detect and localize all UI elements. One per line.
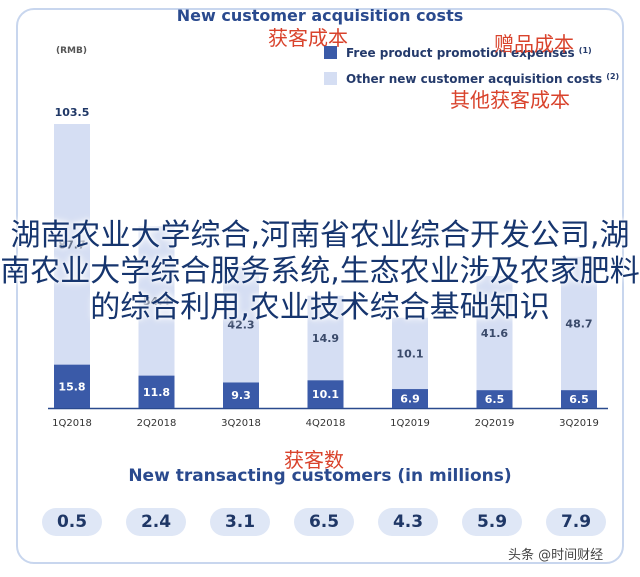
bar-free-promotion: [476, 390, 513, 408]
data-label-other-costs: 54.4: [143, 295, 170, 308]
data-label-other-costs: 41.6: [481, 327, 508, 340]
x-tick-label: 3Q2019: [559, 418, 599, 429]
customer-count-pill: 3.1: [210, 508, 270, 536]
customer-count-pill: 0.5: [42, 508, 102, 536]
bar-other-costs: [223, 266, 259, 383]
legend-label-other-costs: Other new customer acquisition costs (2): [346, 72, 620, 86]
chart-frame: [16, 8, 624, 564]
x-tick-label: 2Q2018: [137, 418, 177, 429]
customer-count-pill: 5.9: [462, 508, 522, 536]
data-label-other-costs: 48.7: [565, 317, 592, 330]
x-tick-label: 1Q2019: [390, 418, 430, 429]
overlay-text: 湖南农业大学综合,河南省农业综合开发公司,湖南农业大学综合服务系统,生态农业涉及…: [0, 218, 640, 325]
data-label-free-promotion: 6.9: [400, 393, 420, 406]
customer-count-pill: 4.3: [378, 508, 438, 536]
x-tick-label: 3Q2018: [221, 418, 261, 429]
data-label-free-promotion: 6.5: [569, 393, 589, 406]
customer-count-pill: 6.5: [294, 508, 354, 536]
chart-title: New customer acquisition costs: [176, 6, 464, 25]
x-tick-label: 4Q2018: [306, 418, 346, 429]
legend-swatch-other-costs: [324, 72, 337, 85]
bar-other-costs: [476, 276, 513, 391]
legend-label-free-promotion-cn: 赠品成本: [494, 32, 574, 56]
data-label-free-promotion: 15.8: [58, 380, 85, 393]
data-label-other-costs: 42.3: [227, 318, 254, 331]
watermark: 头条 @时间财经: [508, 548, 604, 563]
customer-count-pill: 2.4: [126, 508, 186, 536]
data-label-free-promotion: 10.1: [312, 388, 339, 401]
bar-other-costs: [307, 295, 344, 381]
unit-label: (RMB): [56, 46, 87, 56]
bar-other-costs: [54, 124, 90, 365]
x-tick-label: 1Q2018: [52, 418, 92, 429]
x-tick-label: 2Q2019: [475, 418, 515, 429]
bar-free-promotion: [223, 382, 259, 408]
data-label-other-costs: 14.9: [312, 332, 339, 345]
data-label-other-costs: 87.7: [58, 238, 85, 251]
data-label-total: 103.5: [55, 106, 90, 119]
customer-count-pill: 7.9: [546, 508, 606, 536]
legend-label-free-promotion: Free product promotion expenses (1): [346, 46, 592, 60]
data-label-free-promotion: 6.5: [485, 393, 505, 406]
bar-free-promotion: [561, 390, 597, 408]
data-label-other-costs: 10.1: [396, 347, 423, 360]
bar-free-promotion: [138, 375, 175, 408]
data-label-free-promotion: 9.3: [231, 389, 251, 402]
bar-free-promotion: [392, 389, 428, 408]
legend-swatch-free-promotion: [324, 46, 337, 59]
customers-title: New transacting customers (in millions): [128, 466, 512, 486]
legend-label-other-costs-cn: 其他获客成本: [450, 88, 570, 112]
bar-other-costs: [392, 317, 428, 390]
bar-other-costs: [138, 226, 175, 376]
bar-free-promotion: [307, 380, 344, 408]
data-label-free-promotion: 11.8: [143, 386, 170, 399]
customers-title-cn: 获客数: [284, 448, 344, 472]
bar-other-costs: [561, 256, 597, 391]
bar-free-promotion: [54, 364, 90, 408]
